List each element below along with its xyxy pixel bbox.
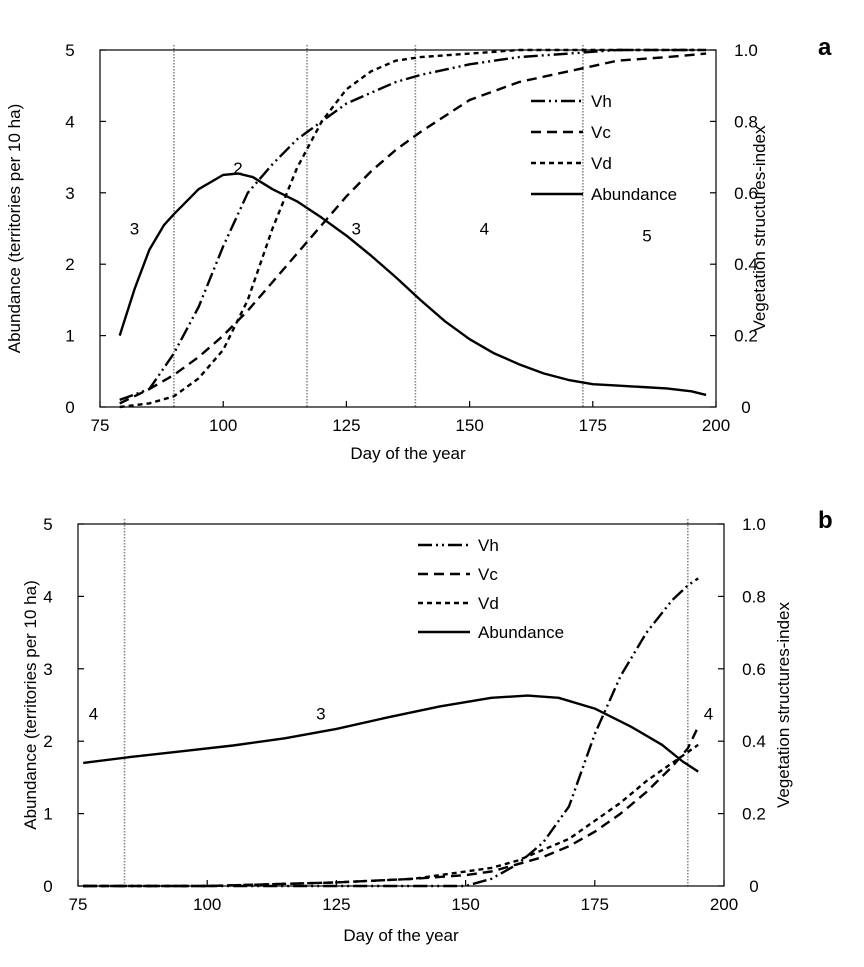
y-right-tick-label: 0.2	[742, 805, 766, 824]
y-right-tick-label: 0	[741, 398, 750, 417]
y-left-axis-title: Abundance (territories per 10 ha)	[21, 580, 40, 829]
y-left-tick-label: 3	[43, 660, 52, 679]
series-line-vd	[119, 48, 707, 409]
plot-frame	[99, 49, 717, 408]
y-left-tick-label: 5	[43, 515, 52, 534]
series-line-vc	[83, 726, 700, 888]
legend-label: Abundance	[478, 623, 564, 642]
y-left-tick-label: 0	[65, 398, 74, 417]
y-left-axis-title: Abundance (territories per 10 ha)	[5, 104, 24, 353]
y-right-tick-label: 0.6	[742, 660, 766, 679]
y-left-tick-label: 0	[43, 877, 52, 896]
y-right-axis-title: Vegetation structures-index	[774, 601, 793, 808]
x-tick-label: 100	[193, 895, 221, 914]
y-right-tick-label: 0.8	[742, 587, 766, 606]
phase-label: 5	[642, 227, 651, 246]
x-tick-label: 200	[710, 895, 738, 914]
y-right-tick-label: 0.8	[734, 112, 758, 131]
phase-label: 4	[89, 705, 98, 724]
panel-label: a	[818, 34, 832, 61]
chart-panel-b: 75 100 125 150 175 200 0 1 2 3 4 5 0 0.2 0.4 0.6 0.8 1.0 D…	[21, 507, 833, 945]
y-right-axis-title: Vegetation structures-index	[750, 125, 769, 332]
x-tick-label: 100	[209, 416, 237, 435]
phase-label: 4	[704, 705, 713, 724]
y-right-tick-label: 0.2	[734, 327, 758, 346]
y-left-tick-label: 5	[65, 41, 74, 60]
y-right-tick-label: 1.0	[742, 515, 766, 534]
y-left-tick-label: 2	[43, 732, 52, 751]
y-left-tick-label: 4	[65, 112, 74, 131]
legend-label: Abundance	[591, 185, 677, 204]
series-line-abundance	[118, 172, 707, 397]
series-line-vd	[83, 743, 699, 888]
legend-label: Vh	[591, 92, 612, 111]
phase-label: 3	[352, 220, 361, 239]
y-left-tick-label: 2	[65, 255, 74, 274]
y-left-tick-label: 1	[43, 805, 52, 824]
legend-label: Vc	[591, 123, 611, 142]
x-tick-label: 75	[91, 416, 110, 435]
series-line-vh	[83, 577, 699, 888]
y-left-tick-label: 3	[65, 184, 74, 203]
x-tick-label: 150	[455, 416, 483, 435]
x-tick-label: 175	[581, 895, 609, 914]
series-line-vc	[119, 52, 707, 405]
phase-label: 4	[480, 220, 489, 239]
phase-label: 3	[130, 220, 139, 239]
legend-label: Vc	[478, 565, 498, 584]
legend-label: Vd	[478, 594, 499, 613]
legend-label: Vd	[591, 154, 612, 173]
y-right-tick-label: 0.6	[734, 184, 758, 203]
y-right-tick-label: 0	[749, 877, 758, 896]
x-tick-label: 75	[69, 895, 88, 914]
panel-label: b	[818, 507, 833, 534]
x-axis-title: Day of the year	[350, 444, 466, 463]
series-line-vh	[119, 48, 707, 402]
y-left-tick-label: 1	[65, 327, 74, 346]
plot-frame	[77, 523, 725, 887]
x-tick-label: 200	[702, 416, 730, 435]
y-left-tick-label: 4	[43, 587, 52, 606]
chart-panel-a: 75 100 125 150 175 200 0 1 2 3 4 5 0 0.2 0.4 0.6 0.8 1.0 D…	[5, 34, 832, 463]
x-tick-label: 125	[322, 895, 350, 914]
legend: Vh Vc Vd Abundance	[531, 92, 677, 204]
legend-label: Vh	[478, 536, 499, 555]
x-tick-label: 150	[451, 895, 479, 914]
x-tick-label: 175	[579, 416, 607, 435]
series-line-abundance	[83, 694, 699, 773]
phase-label: 3	[316, 705, 325, 724]
x-axis-title: Day of the year	[343, 926, 459, 945]
phase-label: 2	[233, 159, 242, 178]
x-tick-label: 125	[332, 416, 360, 435]
y-right-tick-label: 0.4	[734, 255, 758, 274]
y-right-tick-label: 1.0	[734, 41, 758, 60]
y-right-tick-label: 0.4	[742, 732, 766, 751]
legend: Vh Vc Vd Abundance	[418, 536, 564, 642]
